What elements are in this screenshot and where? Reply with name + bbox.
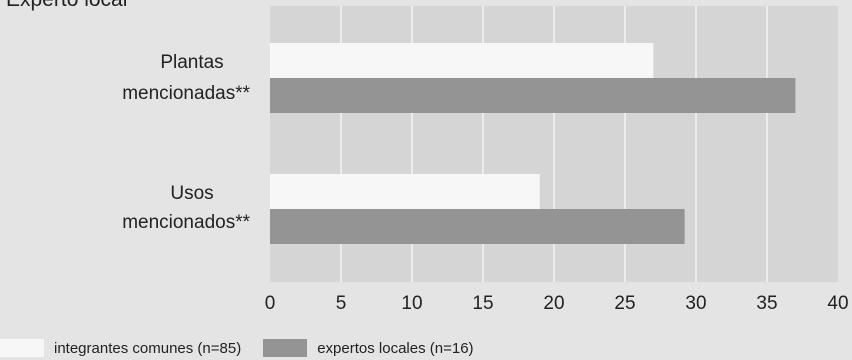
category-label-2-line-2: mencionados**	[122, 212, 250, 233]
legend-label-expertos: expertos locales (n=16)	[317, 339, 474, 357]
category-label-1-line-2: mencionadas**	[122, 83, 250, 104]
x-tick-35: 35	[756, 293, 777, 314]
legend: integrantes comunes (n=85) expertos loca…	[0, 336, 496, 360]
bar-integrantes-1	[270, 43, 654, 78]
bar-expertos-1	[270, 78, 796, 113]
bars	[270, 43, 796, 244]
x-tick-40: 40	[827, 293, 848, 314]
legend-swatch-integrantes	[0, 339, 44, 357]
legend-label-integrantes: integrantes comunes (n=85)	[54, 339, 242, 357]
category-labels: Plantas mencionadas** Usos mencionados**	[122, 52, 250, 233]
bar-chart: Experto local Plantas mencionadas** Usos me…	[6, 0, 849, 314]
x-tick-15: 15	[472, 293, 493, 314]
bar-expertos-2	[270, 209, 685, 244]
x-tick-0: 0	[265, 293, 276, 314]
x-tick-10: 10	[401, 293, 422, 314]
x-tick-20: 20	[543, 293, 564, 314]
category-label-2-line-1: Usos	[170, 183, 213, 204]
x-tick-5: 5	[336, 293, 347, 314]
chart-title: Experto local	[6, 0, 127, 11]
x-tick-30: 30	[685, 293, 706, 314]
x-axis-ticks: 0 5 10 15 20 25 30 35 40	[265, 293, 849, 314]
x-tick-25: 25	[614, 293, 635, 314]
bar-integrantes-2	[270, 174, 540, 209]
legend-swatch-expertos	[263, 339, 308, 357]
category-label-1-line-1: Plantas	[160, 52, 223, 73]
